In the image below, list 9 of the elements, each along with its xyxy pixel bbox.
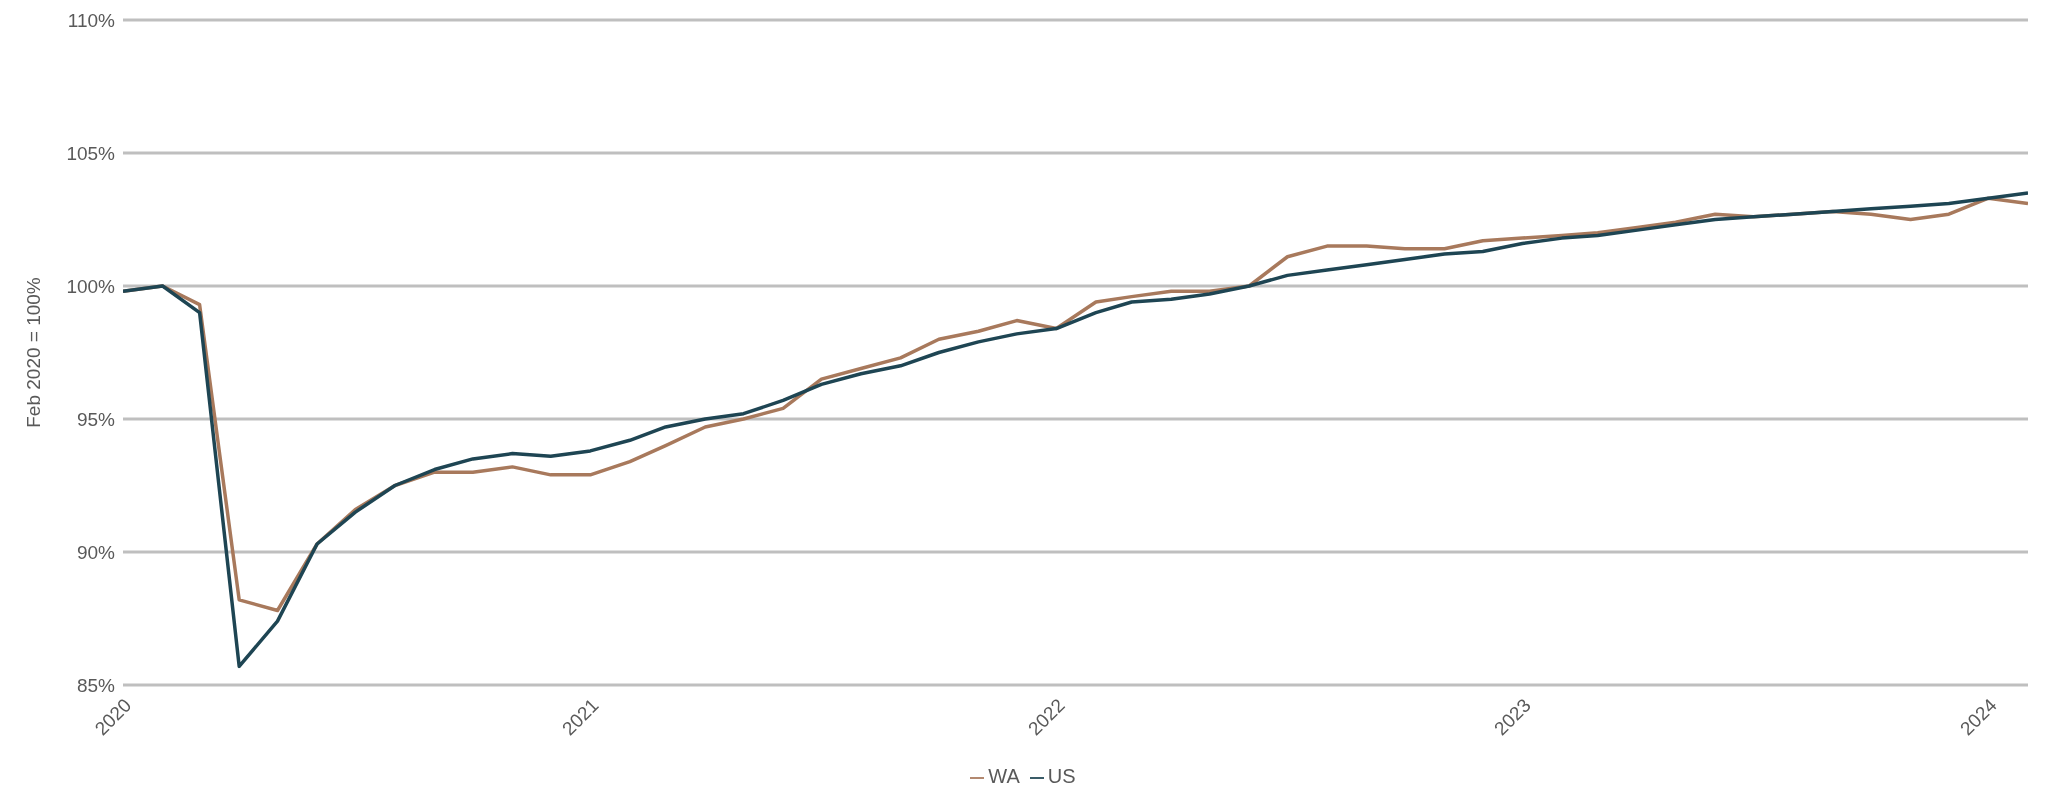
y-tick-label: 105% xyxy=(66,142,116,164)
legend-label: US xyxy=(1047,765,1076,787)
y-tick-label: 100% xyxy=(66,275,116,297)
y-tick-label: 95% xyxy=(76,408,116,430)
y-tick-label: 85% xyxy=(76,674,116,696)
y-tick-label: 90% xyxy=(76,541,116,563)
y-tick-label: 110% xyxy=(67,9,116,31)
legend-label: WA xyxy=(988,765,1020,787)
y-axis-title: Feb 2020 = 100% xyxy=(22,277,44,428)
